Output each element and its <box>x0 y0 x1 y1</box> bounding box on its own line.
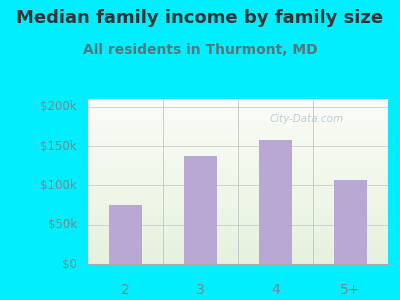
Text: $0: $0 <box>62 257 77 271</box>
Bar <box>184 156 217 264</box>
Text: City-Data.com: City-Data.com <box>270 114 344 124</box>
Text: $150k: $150k <box>40 140 77 153</box>
Text: 2: 2 <box>121 284 130 297</box>
Bar <box>259 140 292 264</box>
Text: All residents in Thurmont, MD: All residents in Thurmont, MD <box>83 44 317 58</box>
Text: $50k: $50k <box>48 218 77 231</box>
Text: $200k: $200k <box>40 100 77 113</box>
Text: Median family income by family size: Median family income by family size <box>16 9 384 27</box>
Text: 5+: 5+ <box>340 284 361 297</box>
Text: 3: 3 <box>196 284 205 297</box>
Bar <box>109 205 142 264</box>
Bar <box>334 180 367 264</box>
Text: $100k: $100k <box>40 179 77 192</box>
Text: 4: 4 <box>271 284 280 297</box>
